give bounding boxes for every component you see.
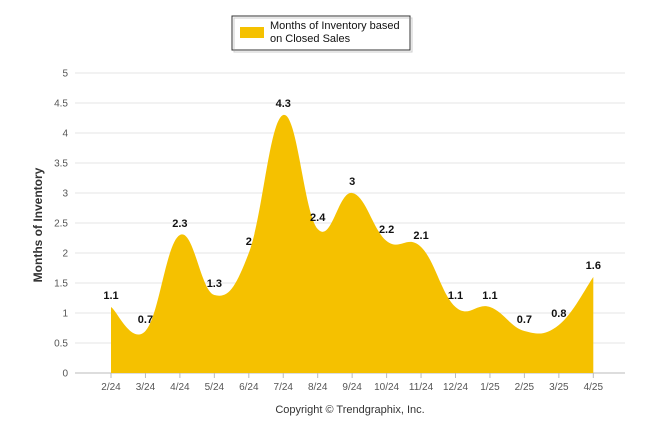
y-tick-label: 3: [62, 189, 68, 200]
legend-label-line1: Months of Inventory based: [270, 20, 400, 32]
y-tick-label: 1: [62, 309, 68, 320]
x-axis: [110, 373, 594, 378]
x-tick-label: 4/24: [170, 382, 190, 393]
copyright-footer: Copyright © Trendgraphix, Inc.: [275, 404, 424, 416]
x-tick-label: 12/24: [443, 382, 468, 393]
data-label: 1.6: [586, 260, 601, 272]
x-tick-label: 9/24: [342, 382, 362, 393]
data-label: 1.1: [448, 290, 463, 302]
data-label: 1.1: [482, 290, 497, 302]
data-label: 2: [246, 236, 252, 248]
y-tick-label: 1.5: [54, 279, 68, 290]
x-axis-ticks: 2/24 3/24 4/24 5/24 6/24 7/24 8/24 9/24 10/24 11/…: [101, 382, 603, 393]
data-label: 0.7: [517, 314, 532, 326]
x-tick-label: 8/24: [308, 382, 328, 393]
area-fill: [111, 114, 594, 374]
legend: Months of Inventory based on Closed Sale…: [231, 15, 413, 53]
data-label: 0.7: [138, 314, 153, 326]
legend-label-line2: on Closed Sales: [270, 33, 351, 45]
y-tick-label: 0: [62, 369, 68, 380]
legend-swatch: [240, 27, 264, 38]
x-tick-label: 1/25: [480, 382, 500, 393]
y-tick-label: 4: [62, 129, 68, 140]
x-tick-label: 10/24: [374, 382, 399, 393]
x-tick-label: 3/25: [549, 382, 569, 393]
x-tick-label: 7/24: [274, 382, 294, 393]
y-tick-label: 3.5: [54, 159, 68, 170]
x-tick-label: 4/25: [584, 382, 604, 393]
data-label: 1.3: [207, 278, 222, 290]
area-series: [111, 114, 594, 374]
y-tick-label: 4.5: [54, 99, 68, 110]
data-label: 2.3: [172, 218, 187, 230]
y-tick-label: 2: [62, 249, 68, 260]
data-label: 1.1: [103, 290, 118, 302]
data-label: 2.2: [379, 224, 394, 236]
y-tick-label: 2.5: [54, 219, 68, 230]
x-tick-label: 3/24: [136, 382, 156, 393]
legend-shadow: [233, 17, 413, 53]
data-label: 2.1: [413, 230, 428, 242]
x-tick-label: 2/25: [515, 382, 535, 393]
x-tick-label: 5/24: [205, 382, 225, 393]
data-label: 3: [349, 176, 355, 188]
x-tick-label: 2/24: [101, 382, 121, 393]
y-tick-label: 0.5: [54, 339, 68, 350]
data-label: 2.4: [310, 212, 326, 224]
y-axis-ticks: 0 0.5 1 1.5 2 2.5 3 3.5 4 4.5 5: [54, 69, 68, 380]
x-tick-label: 11/24: [409, 382, 434, 393]
x-tick-label: 6/24: [239, 382, 259, 393]
y-tick-label: 5: [62, 69, 68, 80]
data-labels: 1.1 0.7 2.3 1.3 2 4.3 2.4 3 2.2 2.1 1.1 1.1 0.7 0.8 1.…: [103, 98, 601, 326]
data-label: 0.8: [551, 308, 566, 320]
y-axis-title: Months of Inventory: [31, 167, 45, 282]
data-label: 4.3: [276, 98, 291, 110]
legend-box: [231, 15, 411, 51]
